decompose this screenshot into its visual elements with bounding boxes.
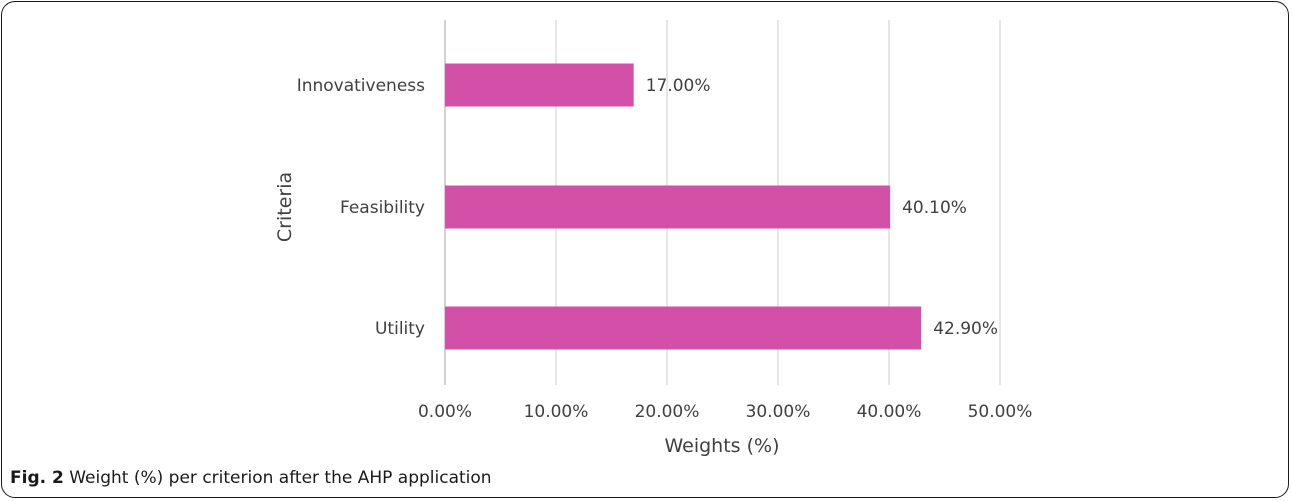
- x-tick-label: 0.00%: [418, 402, 472, 422]
- bar: [445, 306, 922, 350]
- figure-caption: Fig. 2 Weight (%) per criterion after th…: [10, 468, 492, 488]
- caption-label: Fig. 2: [10, 468, 64, 488]
- data-label: 42.90%: [933, 319, 998, 339]
- x-axis-title: Weights (%): [664, 435, 779, 457]
- data-label: 40.10%: [902, 198, 967, 218]
- x-tick-label: 10.00%: [524, 402, 589, 422]
- y-category-label: Innovativeness: [297, 76, 425, 96]
- y-axis-title: Criteria: [274, 172, 296, 242]
- bar-chart: 0.00% 10.00% 20.00% 30.00% 40.00% 50.00% Innov…: [274, 20, 1033, 457]
- y-category-label: Feasibility: [340, 198, 425, 218]
- bar: [445, 185, 891, 229]
- x-tick-label: 40.00%: [857, 402, 922, 422]
- x-tick-label: 20.00%: [635, 402, 700, 422]
- bars: [445, 63, 922, 350]
- data-label: 17.00%: [646, 76, 711, 96]
- caption-text: Weight (%) per criterion after the AHP a…: [63, 468, 492, 488]
- y-category-label: Utility: [375, 319, 425, 339]
- bar: [445, 63, 634, 107]
- x-tick-label: 30.00%: [746, 402, 811, 422]
- labels: 0.00% 10.00% 20.00% 30.00% 40.00% 50.00% Innov…: [297, 76, 1033, 422]
- x-tick-label: 50.00%: [968, 402, 1033, 422]
